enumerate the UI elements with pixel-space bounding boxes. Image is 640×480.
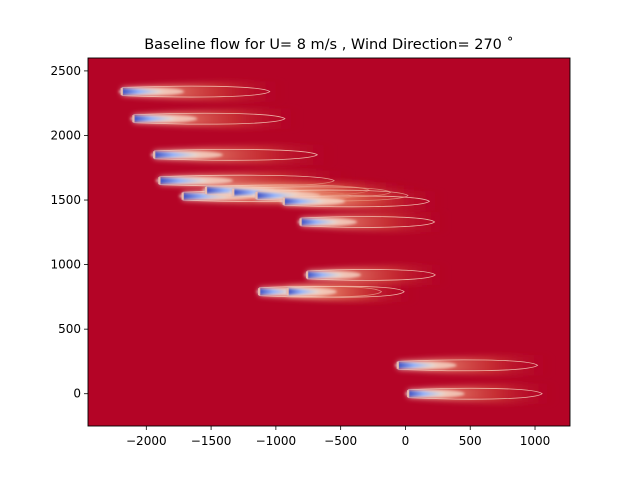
turbine-rotor xyxy=(153,151,156,159)
turbine-rotor xyxy=(407,390,410,398)
turbine-wake xyxy=(129,108,302,129)
wake-core xyxy=(182,192,239,200)
wake-core xyxy=(256,192,307,199)
turbine-rotor xyxy=(299,218,302,226)
wake-contour xyxy=(397,359,539,372)
wake-core xyxy=(306,271,350,279)
plot-frame xyxy=(87,57,571,427)
turbine-rotor xyxy=(120,88,123,96)
turbine-rotor xyxy=(282,197,285,205)
y-tick-label: 2500 xyxy=(50,64,81,78)
wake-core xyxy=(121,88,172,95)
wake-field xyxy=(118,81,558,404)
x-tick-label: −1000 xyxy=(256,434,297,448)
x-tick-label: 0 xyxy=(402,434,410,448)
y-tick-label: 1500 xyxy=(50,193,81,207)
turbine-wake xyxy=(297,211,450,233)
y-tick-label: 2000 xyxy=(50,128,81,142)
wake-core xyxy=(159,177,218,184)
turbine-rotor xyxy=(204,186,208,194)
turbine-rotor xyxy=(181,192,184,200)
wake-contour xyxy=(408,387,543,400)
turbine-wake xyxy=(280,191,446,212)
x-tick-label: −500 xyxy=(324,434,357,448)
x-axis: −2000 −1500 −1000 −500 0 500 1000 xyxy=(126,426,550,448)
turbine-wake xyxy=(118,81,287,102)
y-tick-label: 1000 xyxy=(50,258,81,272)
wake-contour xyxy=(133,112,286,125)
wake-core xyxy=(133,115,184,122)
turbine-rotor xyxy=(258,288,261,296)
wake-core xyxy=(259,288,300,295)
turbine-rotor xyxy=(158,177,161,185)
turbine-rotor xyxy=(286,288,289,296)
turbine-wake xyxy=(304,264,450,286)
wake-core xyxy=(287,288,327,295)
x-tick-label: −1500 xyxy=(191,434,232,448)
y-axis: 0 500 1000 1500 2000 2500 xyxy=(50,64,88,401)
x-tick-label: 500 xyxy=(459,434,482,448)
turbine-wake xyxy=(150,144,336,166)
x-tick-label: 1000 xyxy=(520,434,551,448)
turbine-wake xyxy=(405,383,558,404)
turbine-rotor xyxy=(396,361,399,369)
turbine-rotor xyxy=(255,191,258,200)
x-tick-label: −2000 xyxy=(126,434,167,448)
chart-title: Baseline flow for U= 8 m/s , Wind Direct… xyxy=(144,36,514,53)
wake-contour xyxy=(121,85,271,98)
turbine-rotor xyxy=(232,188,235,196)
wake-contour xyxy=(154,148,319,161)
wake-core xyxy=(408,390,453,397)
turbine-rotor xyxy=(132,115,135,123)
wake-contour xyxy=(283,195,431,208)
wake-contour xyxy=(300,216,436,228)
turbine-wake xyxy=(394,355,554,376)
wake-core xyxy=(283,198,333,205)
y-tick-label: 0 xyxy=(73,387,81,401)
wake-core xyxy=(397,362,445,369)
y-tick-label: 500 xyxy=(58,322,81,336)
turbine-wake xyxy=(284,281,418,302)
wake-core xyxy=(300,218,346,226)
wake-contour xyxy=(306,269,436,281)
turbine-rotor xyxy=(305,271,309,279)
wake-core xyxy=(154,151,209,159)
wake-contour xyxy=(287,285,405,298)
